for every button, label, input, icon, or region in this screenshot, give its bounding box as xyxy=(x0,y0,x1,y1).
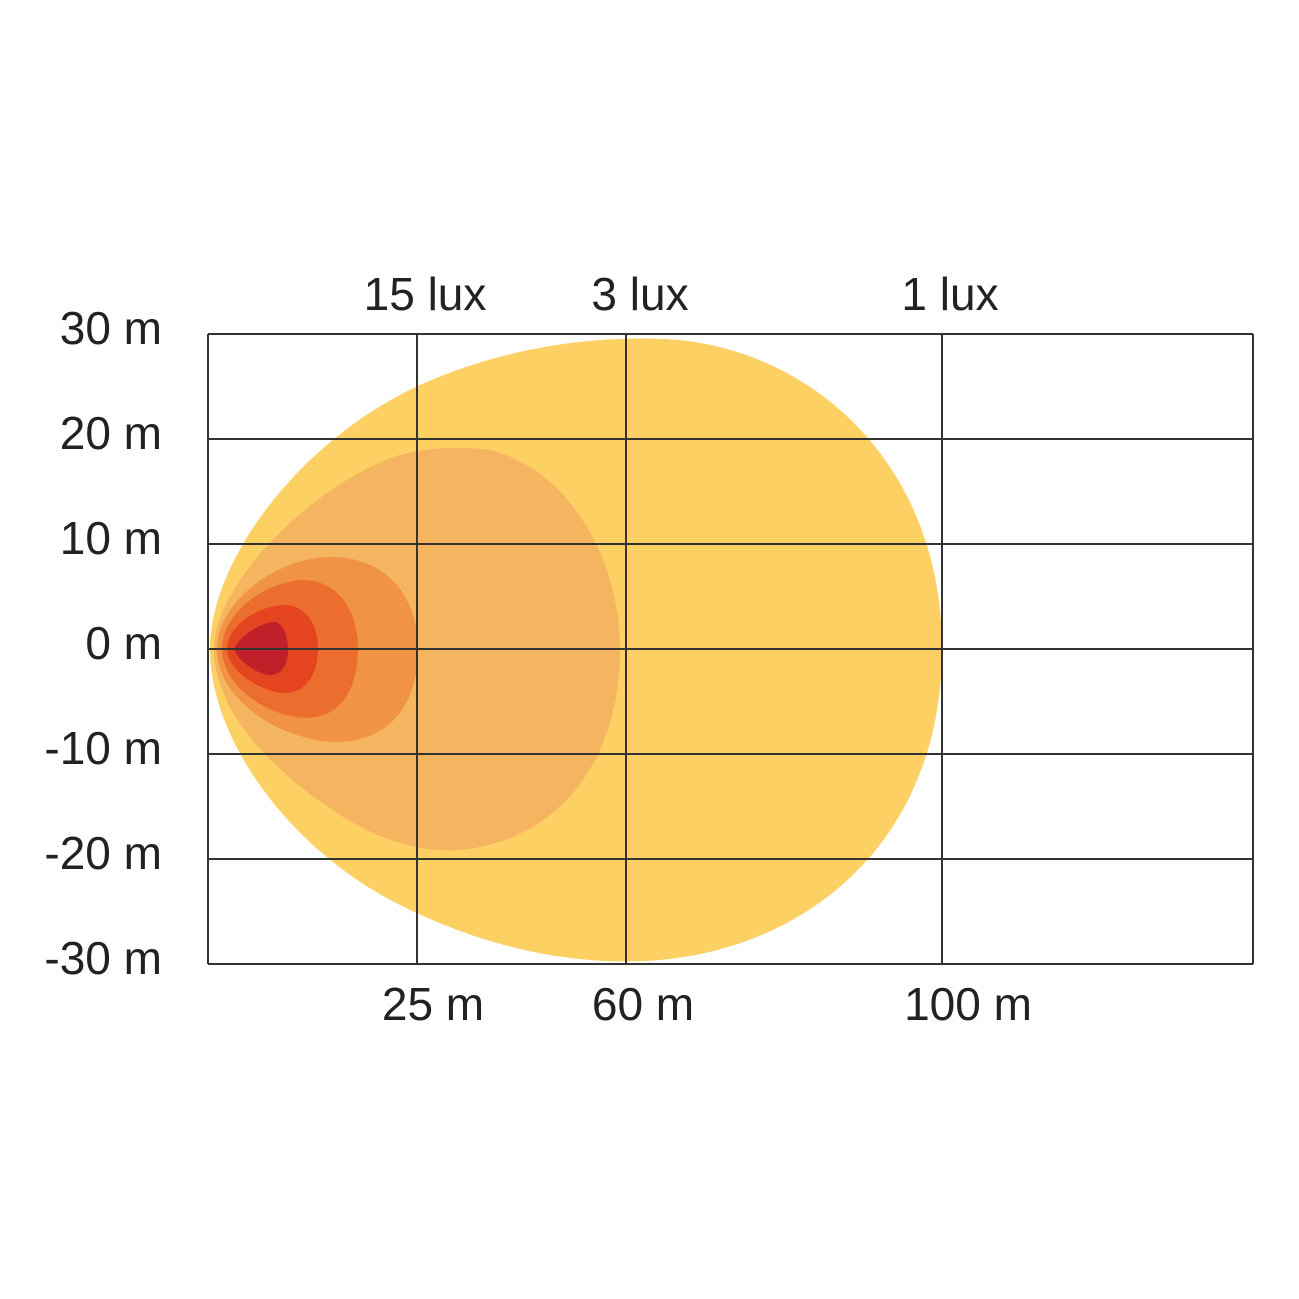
x-label: 60 m xyxy=(592,978,694,1030)
zone-label: 15 lux xyxy=(364,268,487,320)
y-label: -20 m xyxy=(44,827,162,879)
grid xyxy=(207,333,1254,965)
x-label: 25 m xyxy=(382,978,484,1030)
y-label: 30 m xyxy=(60,302,162,354)
y-label: -30 m xyxy=(44,932,162,984)
y-label: 0 m xyxy=(85,617,162,669)
zone-label: 1 lux xyxy=(901,268,998,320)
x-label: 100 m xyxy=(904,978,1032,1030)
y-label: -10 m xyxy=(44,722,162,774)
y-label: 20 m xyxy=(60,407,162,459)
y-label: 10 m xyxy=(60,512,162,564)
zone-label: 3 lux xyxy=(591,268,688,320)
